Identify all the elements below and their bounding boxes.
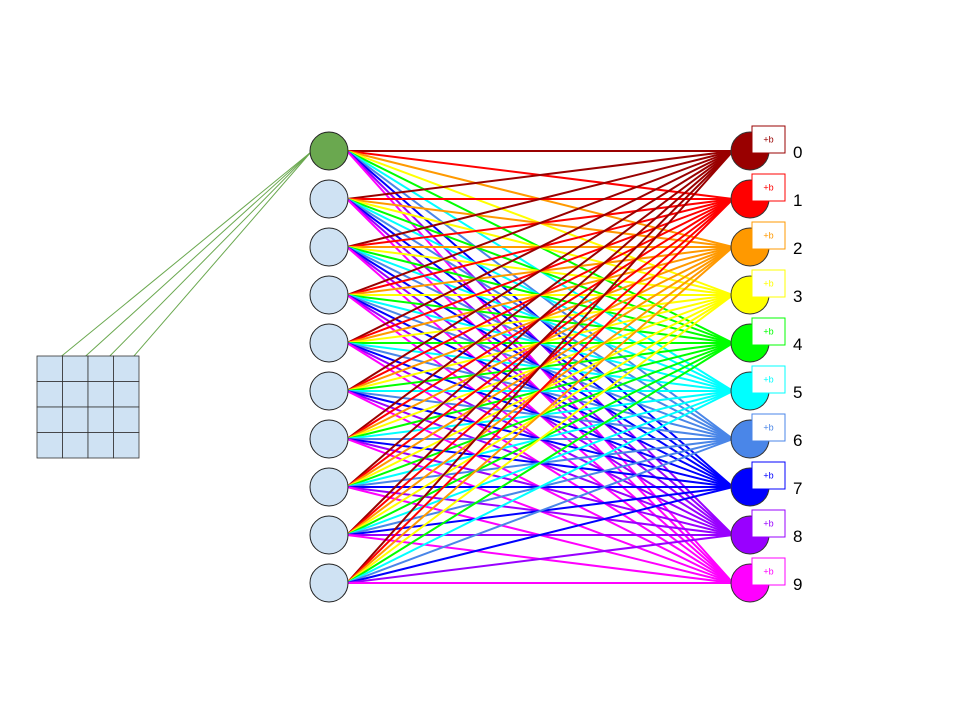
bias-label: +b xyxy=(763,471,773,481)
grid-cell xyxy=(113,355,140,382)
bias-box xyxy=(751,221,786,250)
bias-label: +b xyxy=(763,423,773,433)
connection-h9-o0 xyxy=(346,150,734,584)
output-label: 5 xyxy=(793,383,802,402)
connection-h9-o3 xyxy=(346,294,734,584)
bias-label: +b xyxy=(763,183,773,193)
bias-label: +b xyxy=(763,135,773,145)
hidden-node-0 xyxy=(309,131,349,171)
bias-label: +b xyxy=(763,519,773,529)
grid-cell xyxy=(62,355,89,382)
output-label: 0 xyxy=(793,143,802,162)
hidden-node-6 xyxy=(309,419,349,459)
bias-box xyxy=(751,125,786,154)
bias-box xyxy=(751,173,786,202)
connection-h9-o5 xyxy=(346,390,734,584)
output-label: 2 xyxy=(793,239,802,258)
bias-box xyxy=(751,461,786,490)
grid-cell xyxy=(62,432,89,459)
bias-label: +b xyxy=(763,327,773,337)
output-layer: +b 0 +b 1 +b 2 +b 3 +b 4 +b 5 +b 6 +b 7 +b 8 +b 9 xyxy=(730,125,802,603)
grid-cell xyxy=(87,355,114,382)
output-label: 3 xyxy=(793,287,802,306)
grid-cell xyxy=(87,406,114,433)
grid-cell xyxy=(113,432,140,459)
output-label: 7 xyxy=(793,479,802,498)
output-label: 6 xyxy=(793,431,802,450)
grid-cell xyxy=(62,381,89,408)
bias-box xyxy=(751,317,786,346)
hidden-layer xyxy=(309,131,349,603)
hidden-node-5 xyxy=(309,371,349,411)
output-label: 1 xyxy=(793,191,802,210)
bias-box xyxy=(751,509,786,538)
connection-h3-o0 xyxy=(346,150,734,296)
grid-cell xyxy=(36,406,63,433)
grid-cell xyxy=(113,406,140,433)
grid-cell xyxy=(36,432,63,459)
grid-link-line xyxy=(46,151,312,369)
bias-label: +b xyxy=(763,375,773,385)
hidden-node-3 xyxy=(309,275,349,315)
grid-link-line xyxy=(123,151,312,369)
output-label: 8 xyxy=(793,527,802,546)
connection-h4-o0 xyxy=(346,150,734,344)
hidden-node-7 xyxy=(309,467,349,507)
grid-cell xyxy=(62,406,89,433)
connection-h9-o1 xyxy=(346,198,734,584)
bias-box xyxy=(751,557,786,586)
grid-cell xyxy=(36,381,63,408)
input-grid-links xyxy=(45,151,312,370)
connection-h9-o7 xyxy=(346,486,734,584)
bias-box xyxy=(751,413,786,442)
bias-label: +b xyxy=(763,279,773,289)
connection-h1-o0 xyxy=(346,150,734,200)
connection-h5-o0 xyxy=(346,150,734,392)
output-label: 9 xyxy=(793,575,802,594)
connection-h8-o0 xyxy=(346,150,734,536)
hidden-node-9 xyxy=(309,563,349,603)
weight-connections xyxy=(346,150,734,584)
grid-cell xyxy=(36,355,63,382)
input-pixel-grid xyxy=(36,355,140,459)
grid-cell xyxy=(113,381,140,408)
output-label: 4 xyxy=(793,335,802,354)
hidden-node-2 xyxy=(309,227,349,267)
grid-link-line xyxy=(97,151,312,369)
connection-h2-o0 xyxy=(346,150,734,248)
bias-box xyxy=(751,365,786,394)
connection-h9-o8 xyxy=(346,534,734,584)
hidden-node-4 xyxy=(309,323,349,363)
grid-link-line xyxy=(72,151,312,369)
connection-h9-o6 xyxy=(346,438,734,584)
connection-h7-o0 xyxy=(346,150,734,488)
grid-cell xyxy=(87,432,114,459)
connection-h9-o4 xyxy=(346,342,734,584)
bias-label: +b xyxy=(763,567,773,577)
connection-h6-o0 xyxy=(346,150,734,440)
grid-cell xyxy=(87,381,114,408)
hidden-node-1 xyxy=(309,179,349,219)
bias-box xyxy=(751,269,786,298)
bias-label: +b xyxy=(763,231,773,241)
connection-h9-o2 xyxy=(346,246,734,584)
hidden-node-8 xyxy=(309,515,349,555)
